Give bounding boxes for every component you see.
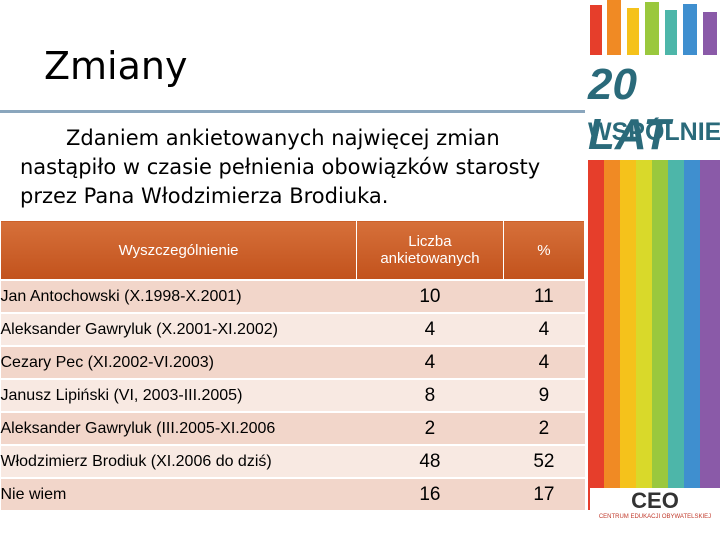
table-cell: Cezary Pec (XI.2002-VI.2003) [0, 345, 357, 379]
table-cell: Aleksander Gawryluk (X.2001-XI.2002) [0, 312, 357, 346]
logo-line1: 20 LAT [588, 60, 671, 159]
table-cell: Aleksander Gawryluk (III.2005-XI.2006 [0, 411, 357, 445]
stripe [636, 160, 652, 510]
table-cell: 10 [356, 279, 504, 313]
footer-logo-subtitle: CENTRUM EDUKACJI OBYWATELSKIEJ [598, 514, 712, 520]
table-cell: 11 [503, 279, 585, 313]
header-cell: Wyszczególnienie [0, 220, 358, 281]
table-row: Aleksander Gawryluk (III.2005-XI.2006 2 2 [0, 411, 585, 445]
table-row: Włodzimierz Brodiuk (XI.2006 do dziś) 48 5… [0, 444, 585, 478]
table-cell: 4 [356, 345, 504, 379]
stripe [588, 160, 604, 510]
table-cell: 4 [503, 312, 585, 346]
stripe [668, 160, 684, 510]
table-row: Nie wiem 16 17 [0, 477, 585, 510]
logo-line2: WSPÓLNIE [588, 118, 720, 146]
stripe [604, 160, 620, 510]
stripe [620, 160, 636, 510]
table-row: Aleksander Gawryluk (X.2001-XI.2002) 4 4 [0, 312, 585, 346]
stripe [700, 160, 720, 510]
table-cell: 16 [356, 477, 504, 510]
stripe [652, 160, 668, 510]
slide-title: Zmiany [44, 44, 188, 88]
paragraph: Zdaniem ankietowanych najwięcej zmian na… [20, 126, 541, 208]
table-cell: Jan Antochowski (X.1998-X.2001) [0, 279, 357, 313]
header-row: Wyszczególnienie Liczba ankietowanych% [0, 220, 586, 281]
table-row: Cezary Pec (XI.2002-VI.2003) 4 4 [0, 345, 585, 379]
logo-figures [590, 0, 717, 55]
table-body: Jan Antochowski (X.1998-X.2001) 10 11 Aleks… [0, 279, 585, 510]
table-cell: 17 [503, 477, 585, 510]
footer-logo-name: CEO [631, 488, 679, 513]
stripe [684, 160, 700, 510]
data-table: Wyszczególnienie Liczba ankietowanych% Ja… [0, 220, 586, 510]
table-cell: Janusz Lipiński (VI, 2003-III.2005) [0, 378, 357, 412]
table-cell: 9 [503, 378, 585, 412]
table-cell: 48 [356, 444, 504, 478]
table-cell: 4 [356, 312, 504, 346]
table-cell: 2 [356, 411, 504, 445]
table-cell: 52 [503, 444, 585, 478]
table-cell: Włodzimierz Brodiuk (XI.2006 do dziś) [0, 444, 357, 478]
table-row: Jan Antochowski (X.1998-X.2001) 10 11 [0, 279, 585, 313]
table-row: Janusz Lipiński (VI, 2003-III.2005) 8 9 [0, 378, 585, 412]
footer-logo: CEO CENTRUM EDUKACJI OBYWATELSKIEJ [590, 488, 720, 530]
header-cell: Liczba ankietowanych [356, 220, 504, 281]
header-cell: % [502, 220, 586, 281]
table-cell: Nie wiem [0, 477, 357, 510]
title-rule [0, 110, 585, 113]
table-cell: 4 [503, 345, 585, 379]
table-cell: 2 [503, 411, 585, 445]
table-cell: 8 [356, 378, 504, 412]
